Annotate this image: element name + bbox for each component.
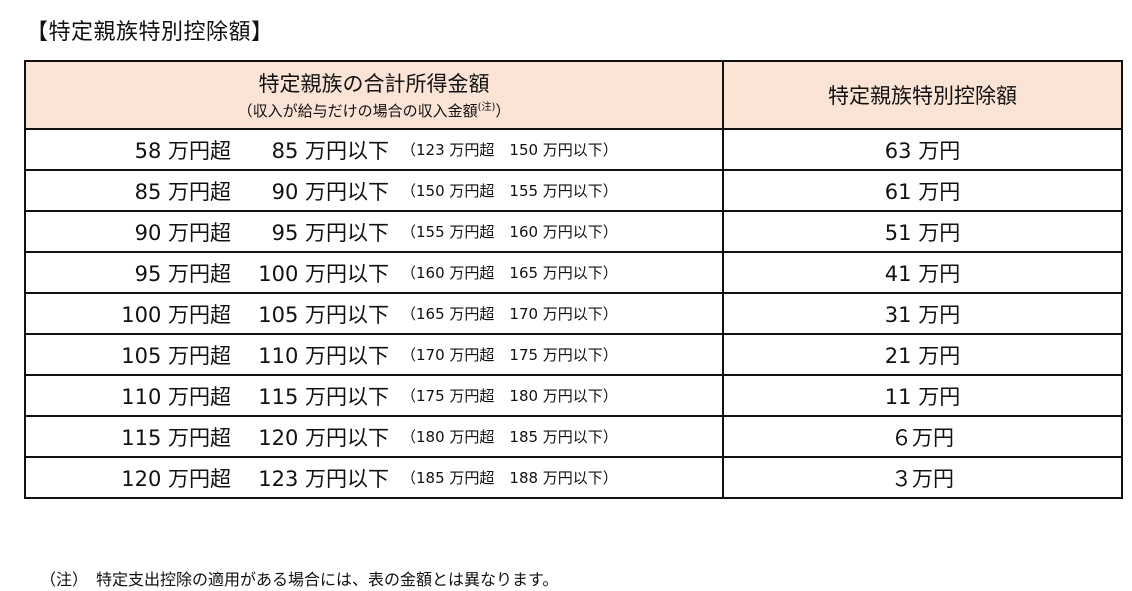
- deduction-amount: 41 万円: [722, 251, 1123, 294]
- deduction-table: 特定親族の合計所得金額 （収入が給与だけの場合の収入金額(注)） 特定親族特別控…: [24, 60, 1123, 499]
- income-range-cell: 120 万円超 123 万円以下 （185 万円超 188 万円以下）: [24, 456, 724, 499]
- income-upto: 95 万円以下: [271, 220, 389, 245]
- salary-range: （170 万円超 175 万円以下）: [401, 346, 618, 364]
- table-row: 85 万円超 90 万円以下 （150 万円超 155 万円以下） 61 万円: [24, 169, 1123, 212]
- income-over: 95 万円超: [134, 261, 231, 286]
- income-upto: 120 万円以下: [258, 425, 389, 450]
- header-deduction: 特定親族特別控除額: [722, 60, 1123, 130]
- table-row: 95 万円超 100 万円以下 （160 万円超 165 万円以下） 41 万円: [24, 251, 1123, 294]
- income-range-cell: 115 万円超 120 万円以下 （180 万円超 185 万円以下）: [24, 415, 724, 458]
- income-over: 90 万円超: [134, 220, 231, 245]
- income-upto: 105 万円以下: [258, 302, 389, 327]
- note-marker: (注): [477, 101, 496, 113]
- income-range-cell: 85 万円超 90 万円以下 （150 万円超 155 万円以下）: [24, 169, 724, 212]
- income-over: 100 万円超: [121, 302, 231, 327]
- income-upto: 123 万円以下: [258, 466, 389, 491]
- income-range-cell: 90 万円超 95 万円以下 （155 万円超 160 万円以下）: [24, 210, 724, 253]
- income-range-cell: 100 万円超 105 万円以下 （165 万円超 170 万円以下）: [24, 292, 724, 335]
- income-range-cell: 95 万円超 100 万円以下 （160 万円超 165 万円以下）: [24, 251, 724, 294]
- salary-range: （150 万円超 155 万円以下）: [401, 182, 618, 200]
- income-over: 58 万円超: [134, 138, 231, 163]
- table-row: 105 万円超 110 万円以下 （170 万円超 175 万円以下） 21 万…: [24, 333, 1123, 376]
- deduction-amount: 51 万円: [722, 210, 1123, 253]
- deduction-amount: 21 万円: [722, 333, 1123, 376]
- income-upto: 85 万円以下: [271, 138, 389, 163]
- income-over: 110 万円超: [121, 384, 231, 409]
- salary-range: （123 万円超 150 万円以下）: [401, 141, 618, 159]
- table-row: 115 万円超 120 万円以下 （180 万円超 185 万円以下） ６万円: [24, 415, 1123, 458]
- table-row: 120 万円超 123 万円以下 （185 万円超 188 万円以下） ３万円: [24, 456, 1123, 499]
- header-income-main: 特定親族の合計所得金額: [258, 71, 490, 96]
- header-income-sub: （収入が給与だけの場合の収入金額(注)）: [26, 98, 722, 121]
- table-row: 110 万円超 115 万円以下 （175 万円超 180 万円以下） 11 万…: [24, 374, 1123, 417]
- income-over: 120 万円超: [121, 466, 231, 491]
- income-upto: 115 万円以下: [258, 384, 389, 409]
- salary-range: （175 万円超 180 万円以下）: [401, 387, 618, 405]
- income-over: 105 万円超: [121, 343, 231, 368]
- income-range-cell: 105 万円超 110 万円以下 （170 万円超 175 万円以下）: [24, 333, 724, 376]
- table-header-row: 特定親族の合計所得金額 （収入が給与だけの場合の収入金額(注)） 特定親族特別控…: [24, 60, 1123, 130]
- salary-range: （155 万円超 160 万円以下）: [401, 223, 618, 241]
- deduction-amount: ６万円: [722, 415, 1123, 458]
- footnote: （注） 特定支出控除の適用がある場合には、表の金額とは異なります。: [40, 570, 559, 589]
- salary-range: （185 万円超 188 万円以下）: [401, 469, 618, 487]
- income-over: 115 万円超: [121, 425, 231, 450]
- deduction-amount: ３万円: [722, 456, 1123, 499]
- income-range-cell: 58 万円超 85 万円以下 （123 万円超 150 万円以下）: [24, 128, 724, 171]
- salary-range: （160 万円超 165 万円以下）: [401, 264, 618, 282]
- section-title: 【特定親族特別控除額】: [26, 20, 274, 45]
- income-upto: 110 万円以下: [258, 343, 389, 368]
- salary-range: （165 万円超 170 万円以下）: [401, 305, 618, 323]
- deduction-amount: 61 万円: [722, 169, 1123, 212]
- deduction-amount: 63 万円: [722, 128, 1123, 171]
- header-income: 特定親族の合計所得金額 （収入が給与だけの場合の収入金額(注)）: [24, 60, 724, 130]
- deduction-amount: 31 万円: [722, 292, 1123, 335]
- deduction-amount: 11 万円: [722, 374, 1123, 417]
- salary-range: （180 万円超 185 万円以下）: [401, 428, 618, 446]
- header-sub-text: （収入が給与だけの場合の収入金額: [237, 101, 478, 120]
- header-sub-close: ）: [495, 101, 511, 120]
- table-row: 90 万円超 95 万円以下 （155 万円超 160 万円以下） 51 万円: [24, 210, 1123, 253]
- income-upto: 100 万円以下: [258, 261, 389, 286]
- table-row: 100 万円超 105 万円以下 （165 万円超 170 万円以下） 31 万…: [24, 292, 1123, 335]
- income-upto: 90 万円以下: [271, 179, 389, 204]
- income-range-cell: 110 万円超 115 万円以下 （175 万円超 180 万円以下）: [24, 374, 724, 417]
- income-over: 85 万円超: [134, 179, 231, 204]
- table-row: 58 万円超 85 万円以下 （123 万円超 150 万円以下） 63 万円: [24, 128, 1123, 171]
